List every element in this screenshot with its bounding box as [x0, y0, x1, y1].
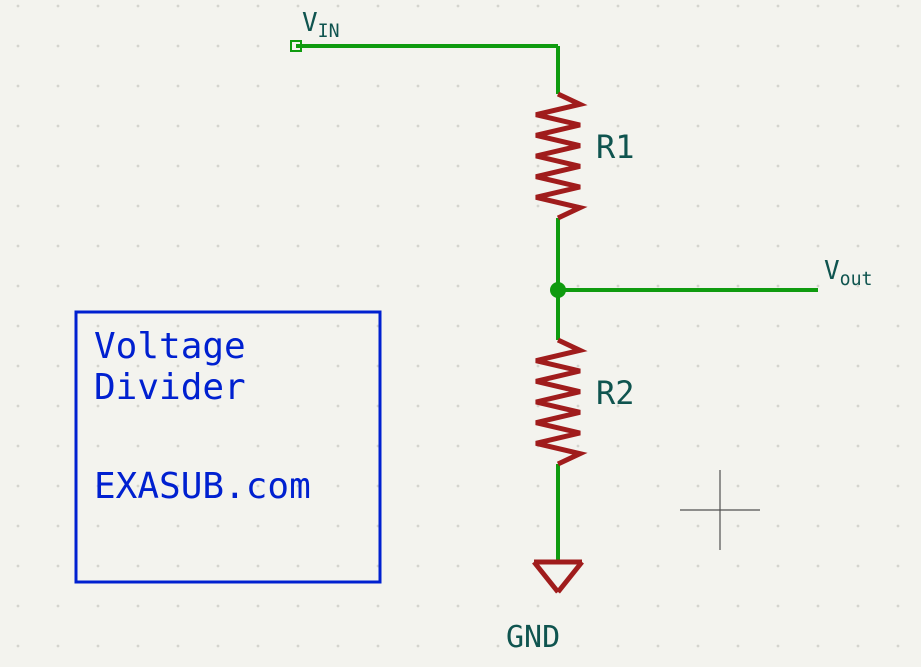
vin-sub: IN — [318, 21, 340, 42]
gnd-label: GND — [506, 620, 560, 655]
vout-sub: out — [840, 269, 873, 290]
vout-main: V — [824, 256, 840, 286]
r1-label: R1 — [596, 128, 635, 166]
title-spacer — [94, 409, 370, 467]
r2-label: R2 — [596, 374, 635, 412]
vin-label: VIN — [302, 8, 340, 42]
vout-label: Vout — [824, 256, 873, 290]
vin-main: V — [302, 8, 318, 38]
title-line3: EXASUB.com — [94, 466, 370, 507]
title-box: Voltage Divider EXASUB.com — [94, 326, 370, 508]
title-line1: Voltage — [94, 326, 370, 367]
title-line2: Divider — [94, 367, 370, 408]
